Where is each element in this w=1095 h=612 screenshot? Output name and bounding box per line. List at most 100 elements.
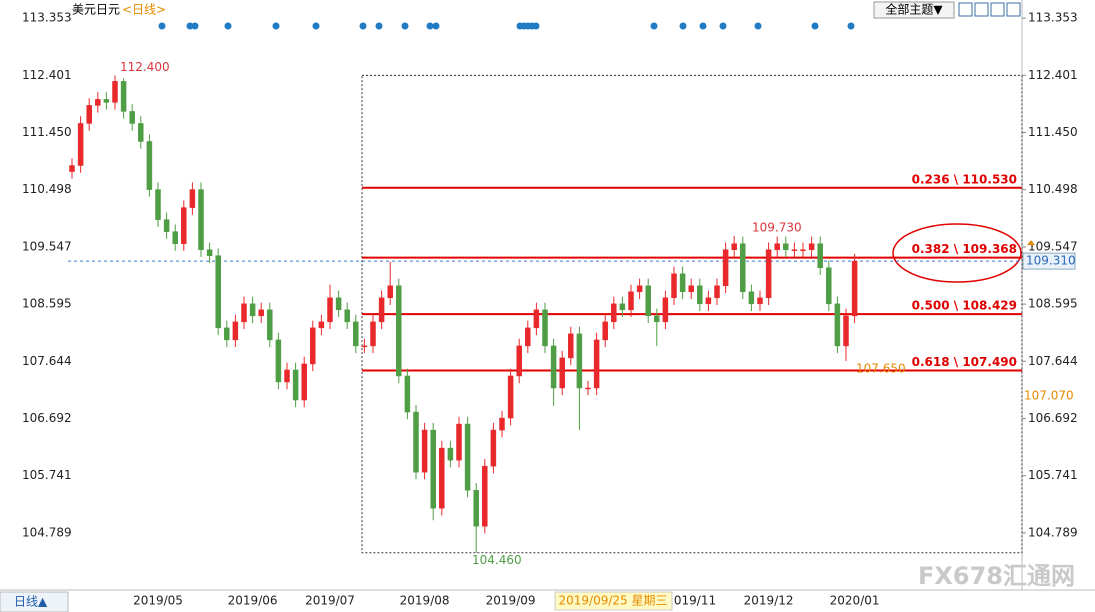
candle-body (456, 423, 462, 461)
candle-body (593, 339, 600, 389)
candle-body (542, 309, 548, 347)
candle-body (275, 339, 282, 383)
candle-body (267, 309, 273, 341)
candle-body (576, 333, 583, 389)
fib-label: 0.236 \ 110.530 (912, 172, 1017, 186)
candle-body (103, 99, 110, 103)
candle-body (800, 249, 806, 251)
fib-label: 0.500 \ 108.429 (912, 299, 1017, 313)
candle-body (215, 255, 221, 329)
y-tick-label: 112.401 (22, 68, 72, 82)
y2-tick-label: 109.547 (1028, 239, 1078, 253)
x-tick-label: 2019/11 (666, 594, 716, 608)
candle-body (722, 249, 729, 287)
candle-body (662, 297, 669, 323)
candle-body (834, 303, 841, 347)
last-price-label: 109.310 (1026, 254, 1076, 268)
y-tick-label: 113.353 (22, 11, 72, 25)
candle-body (249, 303, 256, 317)
y-tick-label: 106.692 (22, 411, 72, 425)
y-tick-label: 107.644 (22, 354, 72, 368)
candle-body (525, 327, 531, 347)
candle-body (335, 297, 342, 311)
chart-title: 美元日元 (72, 3, 120, 17)
x-tick-label: 2019/08 (400, 594, 450, 608)
y-tick-label: 105.741 (22, 468, 72, 482)
candle-body (69, 165, 75, 172)
candle-body (602, 321, 608, 341)
candle-body (310, 327, 316, 365)
candle-body (688, 285, 694, 293)
candle-body (353, 321, 359, 347)
candle-body (783, 243, 789, 250)
y2-tick-label: 110.498 (1028, 182, 1078, 196)
y2-tick-label: 113.353 (1028, 11, 1078, 25)
x-tick-label: 2019/09 (486, 594, 536, 608)
x-tick-label: 2019/05 (133, 594, 183, 608)
candle-body (86, 105, 92, 124)
candle-body (464, 423, 471, 491)
y-tick-label: 111.450 (22, 125, 72, 139)
candle-body (258, 309, 264, 317)
x-tick-label: 2020/01 (830, 594, 880, 608)
y-tick-label: 110.498 (22, 182, 72, 196)
candle-body (129, 111, 135, 124)
y-tick-label: 109.547 (22, 239, 72, 253)
candle-body (327, 297, 333, 323)
candle-body (714, 285, 720, 299)
candle-body (112, 81, 118, 103)
candle-body (404, 375, 411, 413)
candle-body (361, 345, 368, 348)
last-price-box (1022, 252, 1076, 270)
marker-price-label: 107.070 (1024, 388, 1074, 402)
watermark: FX678汇通网 (918, 562, 1075, 590)
candle-body (516, 345, 522, 377)
candle-body (224, 327, 230, 341)
candle-body (499, 417, 505, 431)
candle-body (232, 321, 239, 341)
candle-body (757, 297, 763, 305)
candle-body (705, 297, 712, 305)
period-button[interactable] (0, 591, 69, 612)
candle-body (740, 243, 746, 293)
y2-tick-label: 107.644 (1028, 354, 1078, 368)
x-tick-label: 2019/06 (228, 594, 278, 608)
candle-body (817, 243, 823, 268)
price-annotation: 104.460 (472, 553, 522, 567)
candle-body (301, 363, 307, 401)
candle-body (808, 243, 815, 250)
candle-body (585, 387, 591, 390)
fib-label: 0.382 \ 109.368 (912, 242, 1017, 256)
price-annotation: 112.400 (120, 60, 170, 74)
y2-tick-label: 111.450 (1028, 125, 1078, 139)
candle-body (774, 243, 780, 250)
candle-body (318, 321, 325, 329)
y2-tick-label: 106.692 (1028, 411, 1078, 425)
candle-body (826, 267, 832, 305)
candle-body (645, 285, 651, 317)
theme-button[interactable] (873, 1, 955, 19)
candle-body (559, 357, 565, 389)
candle-body (198, 189, 204, 250)
candle-body (550, 345, 557, 389)
candle-body (292, 369, 299, 401)
candle-body (439, 447, 445, 509)
candle-body (507, 375, 514, 419)
y2-tick-label: 104.789 (1028, 525, 1078, 539)
candle-body (671, 273, 677, 299)
x-tick-label: 2019/12 (744, 594, 794, 608)
candle-body (654, 315, 660, 323)
candle-body (370, 321, 376, 347)
theme-button-label: 全部主题▼ (885, 2, 943, 17)
price-annotation: 109.730 (752, 220, 802, 234)
candle-body (851, 260, 858, 317)
y2-tick-label: 112.401 (1028, 68, 1078, 82)
candle-body (181, 207, 187, 244)
toolbar-icons[interactable] (958, 2, 1021, 17)
candle-body (628, 291, 634, 311)
candle-body (731, 243, 737, 250)
candle-body (344, 309, 350, 323)
candle-body (611, 303, 617, 323)
candle-body (413, 411, 419, 473)
